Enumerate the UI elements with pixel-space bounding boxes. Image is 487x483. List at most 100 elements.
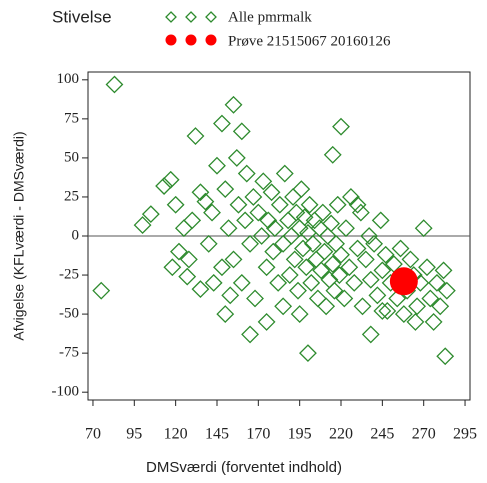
x-tick-label: 120 — [164, 426, 188, 443]
y-axis-label: Afvigelse (KFLværdi - DMSværdi) — [11, 131, 27, 340]
x-tick-label: 220 — [329, 426, 353, 443]
data-point — [299, 344, 317, 363]
x-tick-label: 95 — [126, 426, 142, 443]
data-point — [332, 245, 350, 264]
chart-title: Stivelse — [52, 7, 112, 26]
data-point — [312, 261, 331, 280]
data-point — [342, 188, 360, 206]
x-tick-label: 145 — [205, 426, 229, 443]
data-point — [436, 347, 455, 366]
data-point — [280, 266, 299, 284]
data-point — [178, 267, 197, 286]
data-point — [244, 188, 263, 206]
data-point — [179, 250, 198, 269]
data-point — [330, 266, 349, 284]
data-point — [320, 270, 339, 289]
data-point — [213, 258, 231, 277]
legend-label: Prøve 21515067 20160126 — [228, 33, 391, 49]
data-point — [229, 195, 248, 214]
data-point — [213, 114, 231, 133]
data-point — [322, 214, 341, 233]
data-point — [332, 117, 350, 136]
x-tick-label: 170 — [246, 426, 270, 443]
data-point — [196, 192, 215, 211]
data-point — [340, 258, 359, 277]
data-point — [262, 183, 281, 202]
x-tick-label: 195 — [288, 426, 312, 443]
x-tick-label: 270 — [412, 426, 436, 443]
y-tick-label: 50 — [64, 149, 79, 165]
data-point — [92, 281, 111, 300]
data-point — [254, 172, 273, 191]
data-point — [295, 208, 314, 227]
y-tick-label: -100 — [52, 384, 80, 400]
data-point — [323, 255, 342, 274]
data-point — [428, 273, 446, 292]
data-point — [353, 297, 372, 316]
data-point — [325, 281, 344, 300]
data-point — [315, 242, 334, 261]
data-point — [216, 180, 235, 199]
data-point — [294, 239, 312, 258]
data-point — [368, 286, 387, 305]
data-point — [259, 211, 278, 230]
data-point — [434, 261, 453, 280]
y-tick-label: 0 — [72, 227, 80, 243]
data-point — [437, 281, 456, 300]
data-point — [265, 219, 284, 238]
y-tick-label: -25 — [59, 266, 79, 282]
data-point — [191, 280, 210, 299]
data-point — [249, 203, 268, 222]
data-point — [408, 297, 427, 316]
data-point — [376, 245, 395, 264]
data-point — [300, 195, 319, 214]
data-point — [285, 250, 304, 269]
data-point — [323, 145, 342, 164]
data-point — [274, 297, 293, 316]
data-point — [257, 258, 276, 277]
data-point — [356, 250, 375, 269]
data-point — [257, 312, 276, 331]
data-point — [414, 219, 433, 238]
data-point — [391, 239, 410, 258]
data-point — [335, 289, 354, 308]
data-point — [421, 289, 440, 308]
data-point — [133, 216, 152, 234]
data-point — [183, 211, 202, 230]
data-point — [373, 302, 392, 320]
data-point — [394, 305, 413, 324]
data-point — [224, 95, 243, 114]
data-point — [345, 273, 364, 292]
data-point — [269, 273, 288, 292]
data-point — [161, 170, 180, 189]
legend: Alle pmrmalk Prøve 21515067 20160126 — [165, 9, 391, 49]
data-point — [237, 164, 256, 183]
data-point — [199, 234, 218, 253]
y-tick-label: 75 — [64, 110, 79, 126]
data-point — [337, 219, 355, 238]
data-point — [227, 148, 246, 167]
data-point — [348, 239, 367, 258]
data-point — [360, 227, 379, 245]
data-point — [371, 211, 390, 230]
data-point — [186, 127, 205, 145]
data-point — [406, 312, 425, 331]
y-tick-label: -75 — [59, 345, 79, 361]
data-point — [105, 75, 124, 94]
data-point — [216, 305, 235, 324]
data-point — [232, 122, 251, 141]
data-point — [401, 250, 420, 269]
data-point — [361, 270, 380, 289]
data-point — [290, 305, 309, 324]
data-point — [270, 195, 289, 214]
data-point — [284, 188, 302, 206]
data-point — [241, 325, 259, 344]
data-point — [236, 211, 255, 230]
data-point — [174, 219, 193, 238]
data-point — [264, 242, 283, 261]
data-point — [328, 195, 347, 214]
data-point — [302, 273, 321, 292]
data-point — [287, 203, 306, 222]
